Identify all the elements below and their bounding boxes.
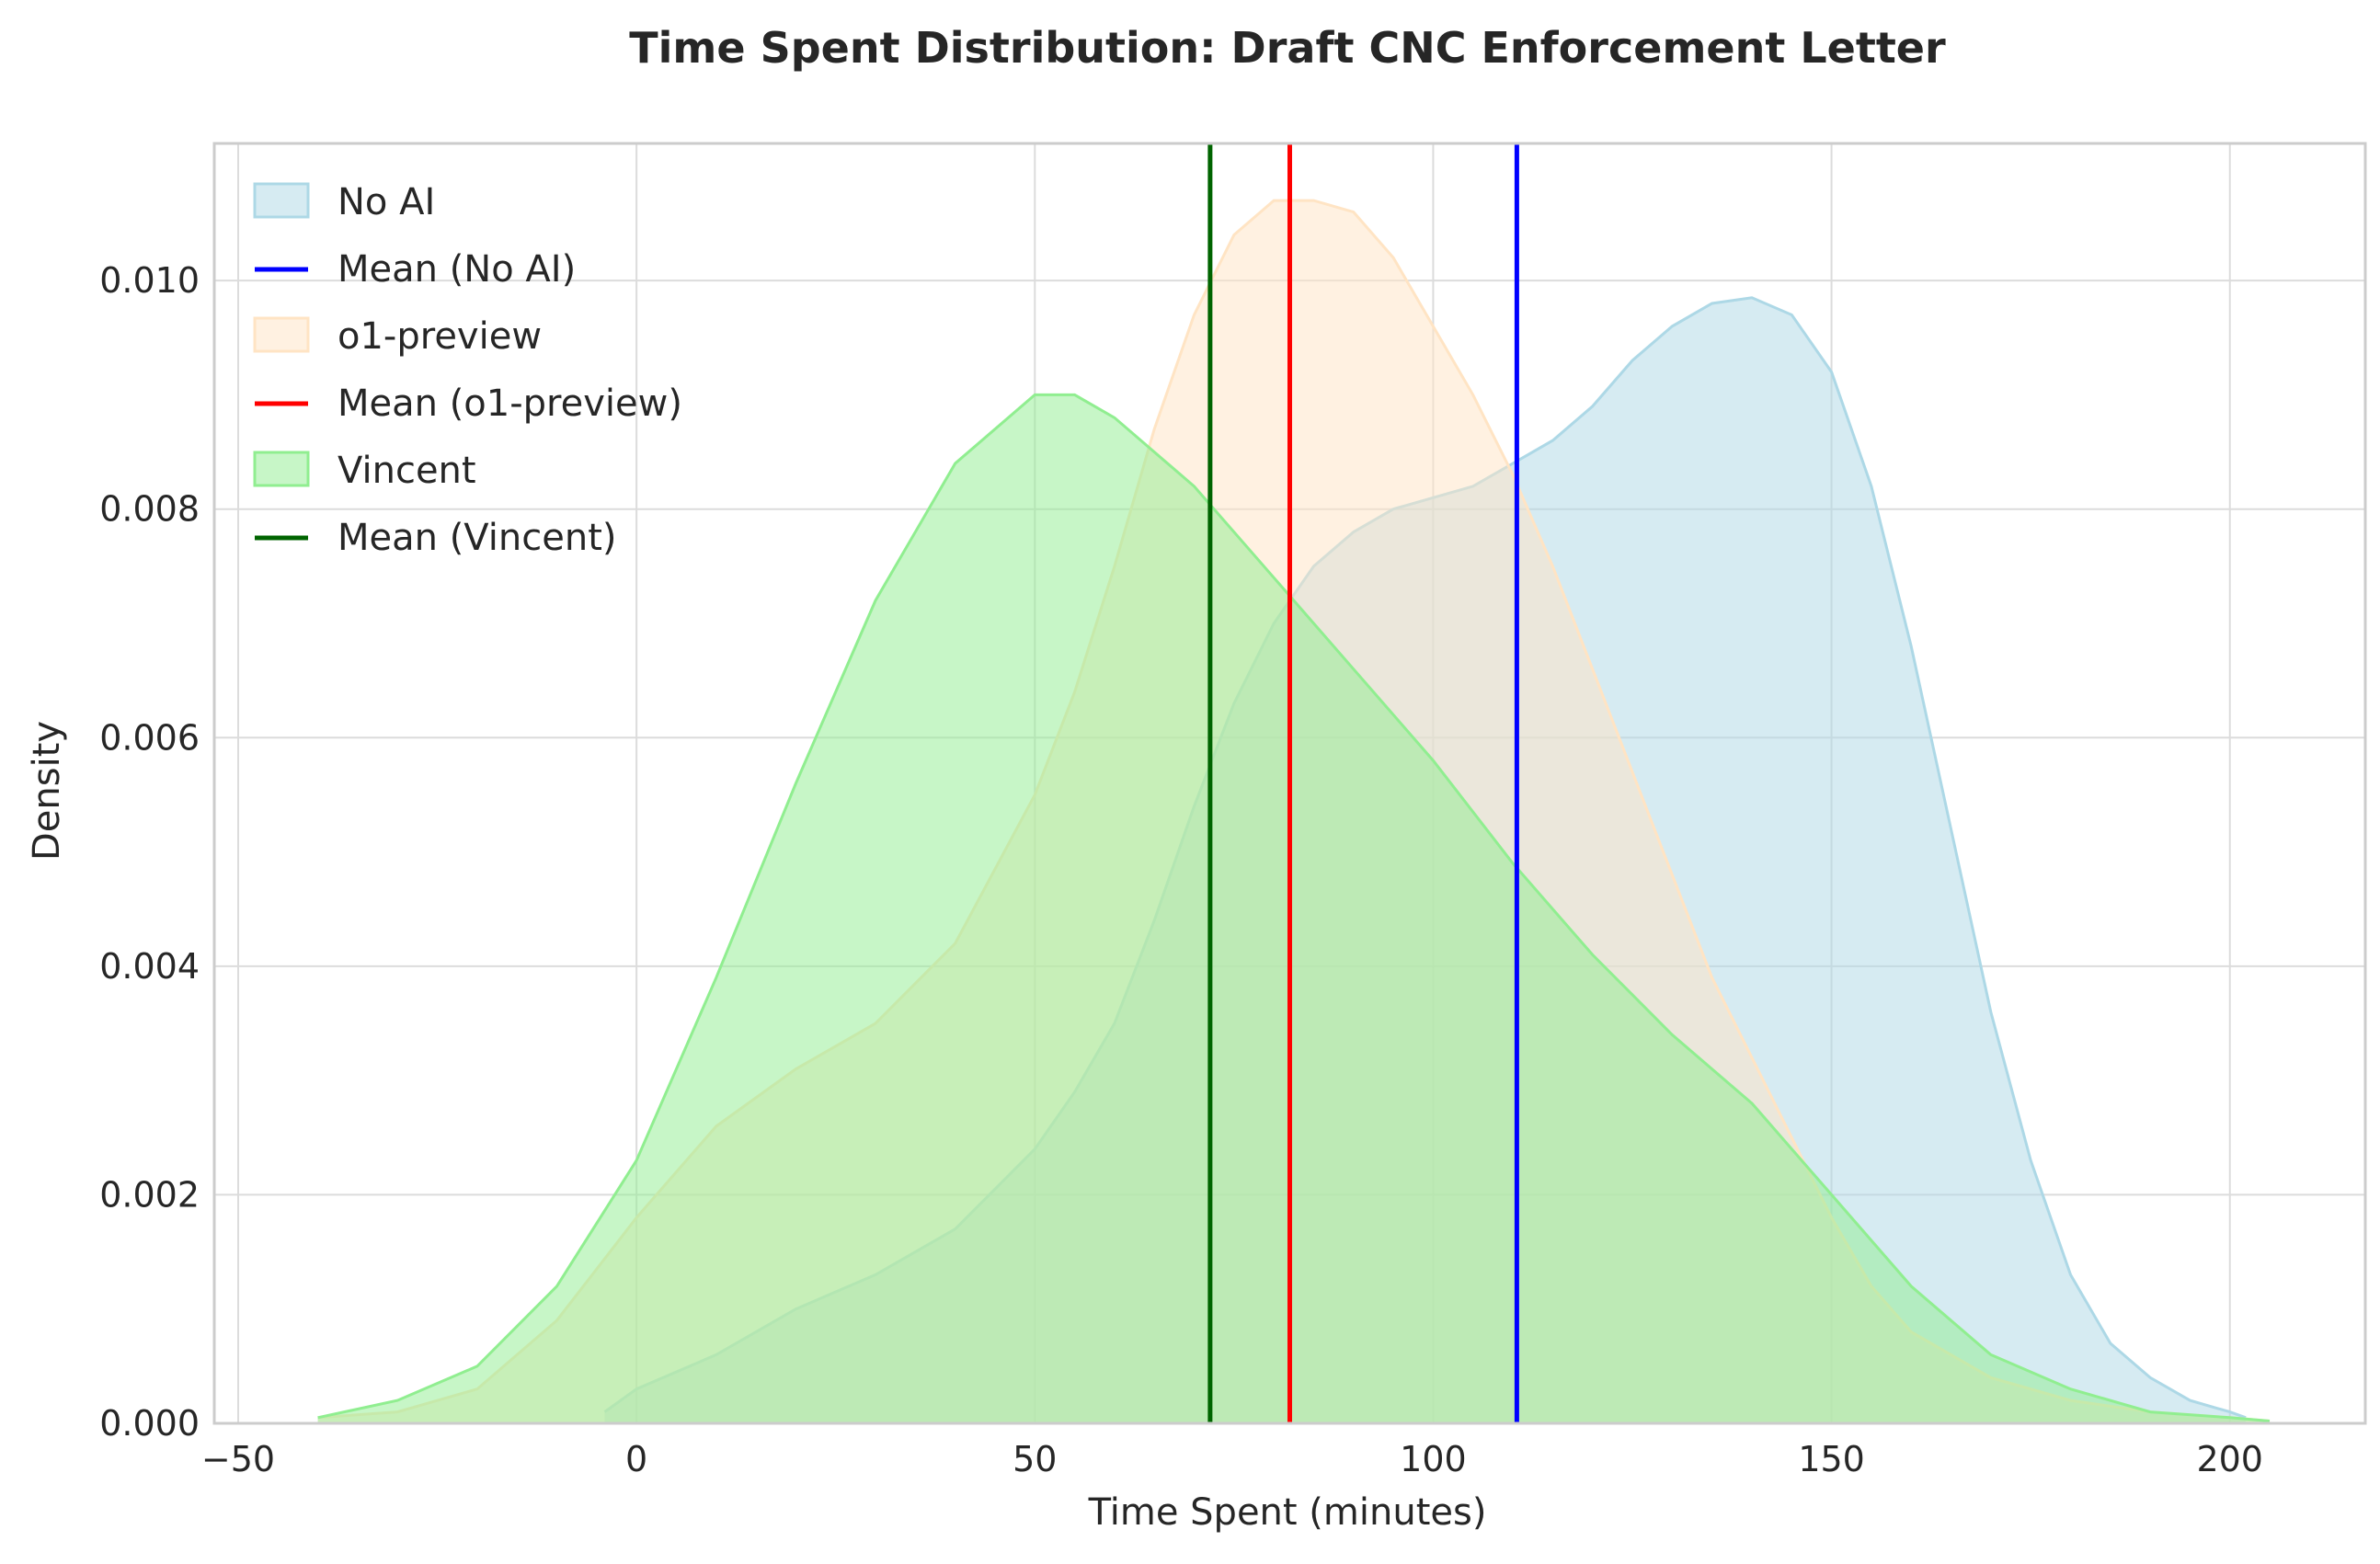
tick-labels: −50 0 50 100 150 200 0.000 0.002 0.004 0.006 0.008…	[99, 260, 2263, 1479]
mean-lines	[1207, 143, 1519, 1423]
legend-label-mean-no-ai: Mean (No AI)	[338, 248, 576, 291]
legend-label-no-ai: No AI	[338, 181, 435, 223]
y-tick-label: 0.000	[99, 1403, 200, 1444]
y-tick-label: 0.010	[99, 260, 200, 301]
legend-label-vincent: Vincent	[338, 450, 476, 492]
density-curve-vincent	[317, 393, 2271, 1422]
plot-frame	[212, 142, 2367, 1425]
chart-title: Time Spent Distribution: Draft CNC Enfor…	[629, 23, 1946, 73]
legend-label-mean-vincent: Mean (Vincent)	[338, 517, 617, 559]
x-tick-label: 200	[2196, 1439, 2263, 1479]
legend: No AI Mean (No AI) o1-preview Mean (o1-prev…	[253, 181, 682, 559]
x-tick-label: 50	[1013, 1439, 1057, 1479]
legend-label-o1-preview: o1-preview	[338, 315, 542, 358]
y-tick-label: 0.004	[99, 946, 200, 987]
y-axis-label: Density	[26, 721, 68, 861]
x-tick-label: 0	[625, 1439, 647, 1479]
y-tick-label: 0.008	[99, 489, 200, 530]
y-tick-label: 0.006	[99, 717, 200, 758]
x-tick-label: 150	[1798, 1439, 1865, 1479]
x-axis-label: Time Spent (minutes)	[1088, 1491, 1487, 1534]
x-tick-label: −50	[201, 1439, 275, 1479]
legend-swatch-vincent	[253, 451, 310, 487]
legend-swatch-no-ai	[253, 182, 310, 219]
density-areas	[317, 199, 2271, 1424]
y-tick-label: 0.002	[99, 1174, 200, 1215]
x-tick-label: 100	[1400, 1439, 1467, 1479]
legend-swatch-o1-preview	[253, 316, 310, 353]
density-area-vincent	[317, 394, 2271, 1423]
legend-label-mean-o1-preview: Mean (o1-preview)	[338, 382, 682, 425]
